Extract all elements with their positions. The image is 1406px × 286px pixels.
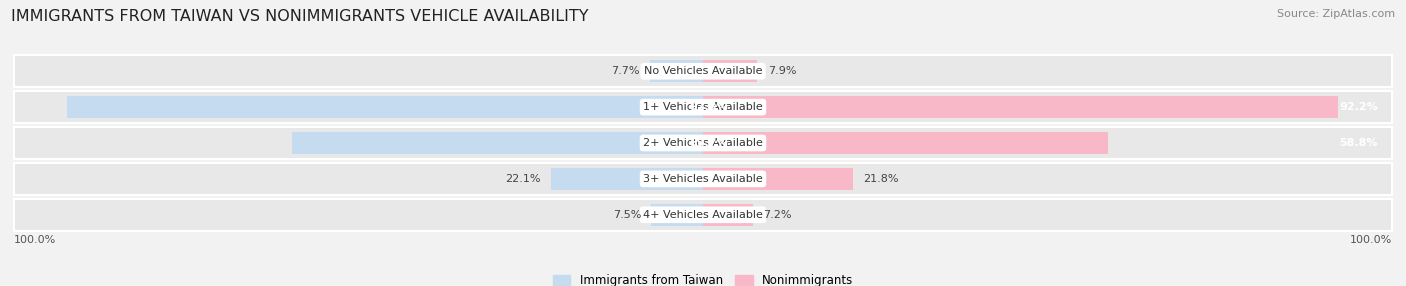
Text: Source: ZipAtlas.com: Source: ZipAtlas.com <box>1277 9 1395 19</box>
Text: 58.8%: 58.8% <box>1340 138 1378 148</box>
Text: 4+ Vehicles Available: 4+ Vehicles Available <box>643 210 763 220</box>
Bar <box>651 204 703 226</box>
Bar <box>551 168 703 190</box>
Bar <box>14 199 1392 231</box>
Text: 1+ Vehicles Available: 1+ Vehicles Available <box>643 102 763 112</box>
Text: 7.5%: 7.5% <box>613 210 641 220</box>
Bar <box>14 91 1392 123</box>
Bar <box>703 96 1339 118</box>
Bar <box>650 60 703 82</box>
Text: 7.7%: 7.7% <box>612 66 640 76</box>
Bar <box>14 163 1392 195</box>
Text: 7.2%: 7.2% <box>763 210 792 220</box>
Text: IMMIGRANTS FROM TAIWAN VS NONIMMIGRANTS VEHICLE AVAILABILITY: IMMIGRANTS FROM TAIWAN VS NONIMMIGRANTS … <box>11 9 589 23</box>
Bar <box>703 132 1108 154</box>
Bar <box>703 60 758 82</box>
Bar <box>67 96 703 118</box>
Bar <box>14 55 1392 87</box>
Text: 21.8%: 21.8% <box>863 174 898 184</box>
Legend: Immigrants from Taiwan, Nonimmigrants: Immigrants from Taiwan, Nonimmigrants <box>553 274 853 286</box>
Bar <box>291 132 703 154</box>
Text: 59.7%: 59.7% <box>689 138 728 148</box>
Text: 7.9%: 7.9% <box>768 66 796 76</box>
Text: 92.2%: 92.2% <box>1340 102 1378 112</box>
Bar <box>14 127 1392 159</box>
Text: 100.0%: 100.0% <box>14 235 56 245</box>
Bar <box>703 168 853 190</box>
Text: No Vehicles Available: No Vehicles Available <box>644 66 762 76</box>
Text: 2+ Vehicles Available: 2+ Vehicles Available <box>643 138 763 148</box>
Text: 3+ Vehicles Available: 3+ Vehicles Available <box>643 174 763 184</box>
Bar <box>703 204 752 226</box>
Text: 100.0%: 100.0% <box>1350 235 1392 245</box>
Text: 22.1%: 22.1% <box>505 174 540 184</box>
Text: 92.3%: 92.3% <box>689 102 728 112</box>
